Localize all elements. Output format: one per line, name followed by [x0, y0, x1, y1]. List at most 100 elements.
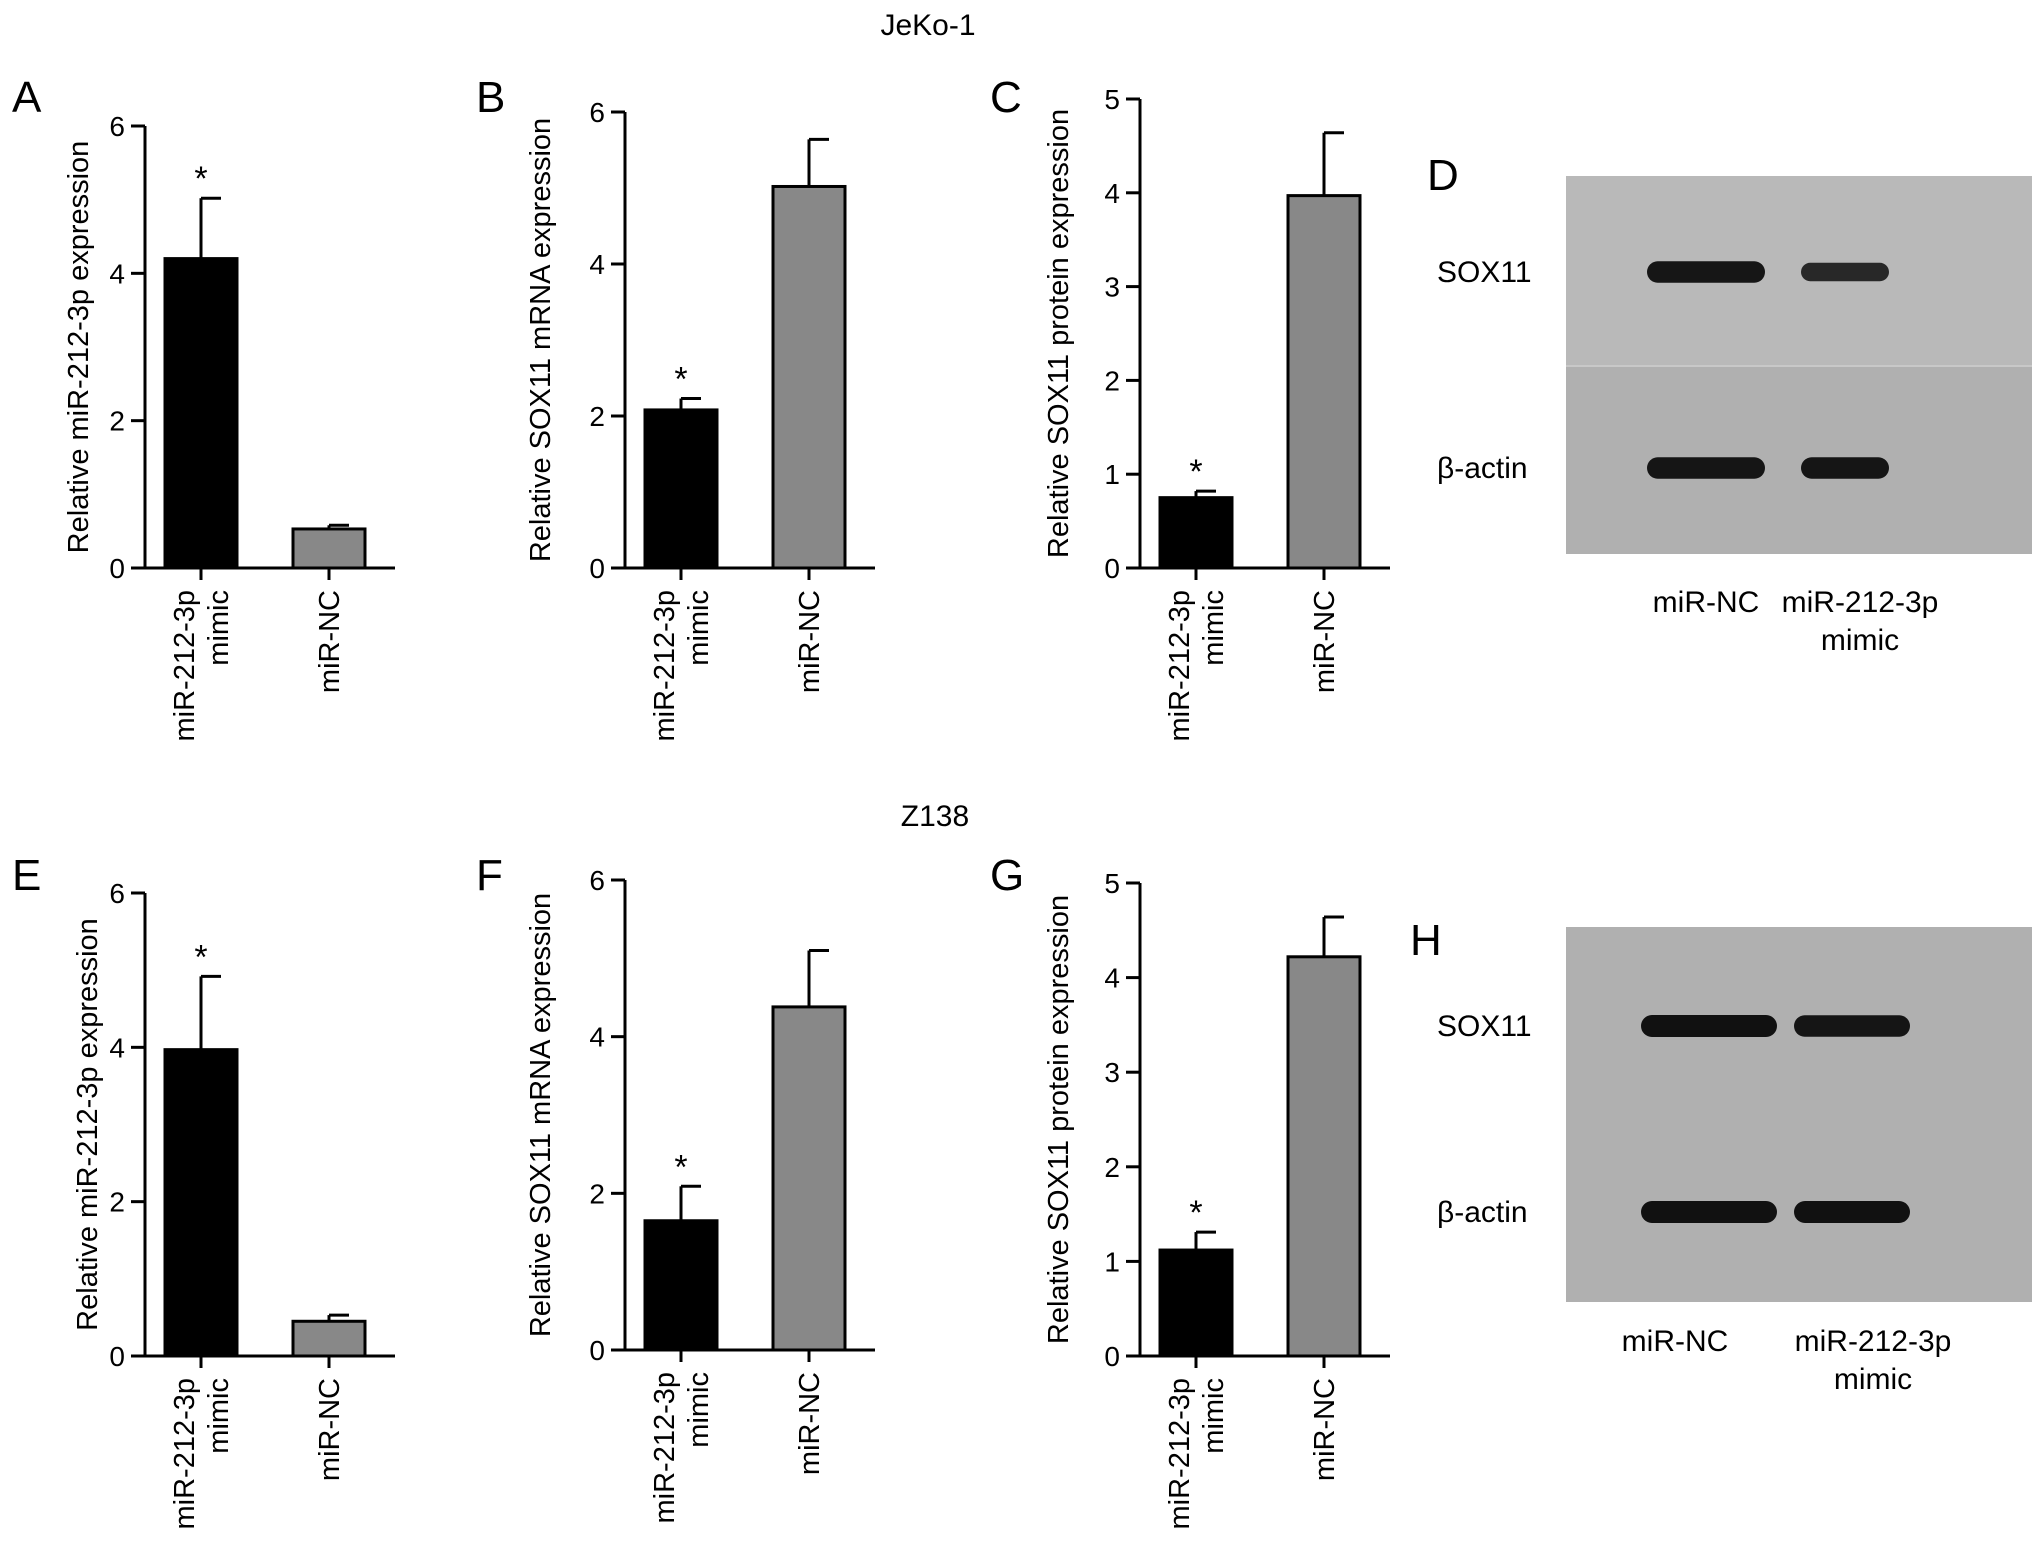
category-label-line: miR-212-3p [1164, 590, 1196, 742]
bar [291, 527, 367, 570]
y-tick-label: 2 [1104, 365, 1120, 396]
category-label-line: miR-NC [794, 590, 826, 693]
protein-band [1801, 262, 1889, 282]
lane-label: miR-NC [1653, 586, 1760, 619]
lane-label: mimic [1821, 624, 1899, 657]
lane-label: miR-212-3p [1782, 586, 1939, 619]
category-label-line: miR-212-3p [169, 1378, 201, 1530]
category-label-line: miR-NC [1309, 590, 1341, 693]
panel-letter: E [12, 851, 41, 900]
category-label: miR-212-3pmimic [1164, 590, 1230, 742]
blots-layer: D SOX11 β-actin miR-NC miR-212-3p mimic H SOX11… [1410, 151, 2032, 1396]
bar [771, 184, 847, 570]
y-tick-label: 0 [589, 1335, 605, 1366]
bar [771, 1005, 847, 1352]
y-axis-label: Relative SOX11 mRNA expression [525, 118, 557, 562]
protein-band [1641, 1201, 1777, 1223]
significance-star: * [1189, 1194, 1202, 1232]
protein-band [1794, 1015, 1910, 1037]
category-label-line: mimic [1198, 590, 1230, 666]
y-tick-label: 4 [1104, 963, 1120, 994]
category-label-line: miR-NC [1309, 1378, 1341, 1481]
panel-letter: H [1410, 916, 1442, 965]
y-tick-label: 6 [589, 97, 605, 128]
y-tick-label: 3 [1104, 1057, 1120, 1088]
chart-panel-b: B 0 2 4 6 Relative SOX11 mRNA expression * miR-… [476, 73, 875, 742]
significance-star: * [194, 160, 207, 198]
significance-star: * [674, 1148, 687, 1186]
y-tick-label: 2 [109, 1187, 125, 1218]
category-label-line: miR-212-3p [1164, 1378, 1196, 1530]
y-tick-label: 0 [1104, 1341, 1120, 1372]
category-label-line: mimic [1198, 1378, 1230, 1454]
y-tick-label: 2 [589, 1178, 605, 1209]
band-label: β-actin [1437, 1196, 1528, 1229]
category-label-line: miR-212-3p [169, 590, 201, 742]
bar [1158, 1248, 1234, 1358]
y-tick-label: 5 [1104, 84, 1120, 115]
bar [643, 1219, 719, 1352]
blot-panel-d: D SOX11 β-actin miR-NC miR-212-3p mimic [1427, 151, 2032, 657]
panel-letter: B [476, 73, 505, 122]
y-tick-label: 4 [589, 249, 605, 280]
panel-letter: D [1427, 151, 1459, 200]
band-label: SOX11 [1437, 256, 1532, 289]
category-label-line: miR-NC [794, 1372, 826, 1475]
y-tick-label: 1 [1104, 459, 1120, 490]
protein-band [1641, 1015, 1777, 1037]
bar [163, 257, 239, 570]
category-label-line: miR-212-3p [649, 1372, 681, 1524]
y-tick-label: 0 [109, 1341, 125, 1372]
bar [1286, 955, 1362, 1358]
category-label-line: miR-NC [314, 590, 346, 693]
lane-label: miR-NC [1622, 1325, 1729, 1358]
category-label: miR-212-3pmimic [169, 590, 235, 742]
y-tick-label: 4 [109, 258, 125, 289]
y-tick-label: 0 [589, 553, 605, 584]
category-label-line: mimic [203, 1378, 235, 1454]
chart-panel-a: A 0 2 4 6 Relative miR-212-3p expression * miR-… [12, 73, 395, 742]
bar [163, 1048, 239, 1358]
category-label-line: mimic [203, 590, 235, 666]
blot-membrane [1566, 927, 2032, 1302]
category-label: miR-212-3pmimic [169, 1378, 235, 1530]
panel-letter: A [12, 73, 42, 122]
y-tick-label: 4 [109, 1032, 125, 1063]
y-tick-label: 4 [589, 1022, 605, 1053]
protein-band [1794, 1201, 1910, 1223]
bar [1158, 496, 1234, 570]
bar [1286, 194, 1362, 570]
y-tick-label: 2 [589, 401, 605, 432]
protein-band [1647, 261, 1765, 283]
category-label-line: mimic [683, 1372, 715, 1448]
y-tick-label: 5 [1104, 868, 1120, 899]
category-label: miR-NC [1309, 1378, 1341, 1481]
band-label: SOX11 [1437, 1010, 1532, 1043]
category-label: miR-NC [794, 590, 826, 693]
lane-label: mimic [1834, 1363, 1912, 1396]
protein-band [1801, 457, 1889, 479]
y-tick-label: 6 [109, 878, 125, 909]
band-label: β-actin [1437, 452, 1528, 485]
category-label: miR-NC [794, 1372, 826, 1475]
blot-panel-h: H SOX11 β-actin miR-NC miR-212-3p mimic [1410, 916, 2032, 1396]
chart-panel-g: G 0 1 2 3 4 5 Relative SOX11 protein expression… [990, 851, 1390, 1530]
significance-star: * [1189, 453, 1202, 491]
significance-star: * [674, 361, 687, 399]
y-axis-label: Relative SOX11 protein expression [1043, 109, 1075, 558]
bar [643, 408, 719, 570]
category-label-line: mimic [683, 590, 715, 666]
y-axis-label: Relative SOX11 mRNA expression [525, 893, 557, 1337]
y-tick-label: 4 [1104, 178, 1120, 209]
y-tick-label: 6 [109, 111, 125, 142]
category-label: miR-212-3pmimic [649, 1372, 715, 1524]
panel-letter: C [990, 73, 1022, 122]
category-label: miR-NC [1309, 590, 1341, 693]
y-tick-label: 1 [1104, 1246, 1120, 1277]
chart-panel-c: C 0 1 2 3 4 5 Relative SOX11 protein expression… [990, 73, 1390, 742]
y-tick-label: 3 [1104, 272, 1120, 303]
protein-band [1647, 457, 1765, 479]
